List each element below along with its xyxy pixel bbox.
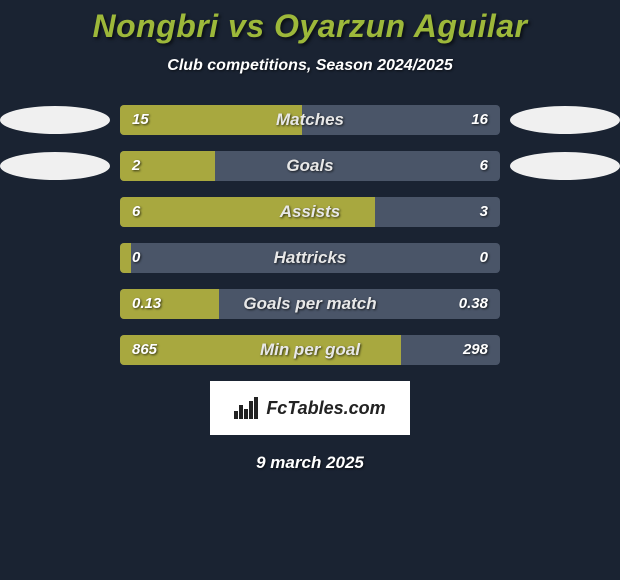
stat-bar: 6Assists3 bbox=[120, 197, 500, 227]
logo-text: FcTables.com bbox=[266, 398, 385, 419]
value-right: 3 bbox=[480, 197, 488, 227]
stat-row: 865Min per goal298 bbox=[0, 335, 620, 365]
player-right-ellipse bbox=[510, 152, 620, 180]
stat-bar: 15Matches16 bbox=[120, 105, 500, 135]
stat-row: 6Assists3 bbox=[0, 197, 620, 227]
stat-row: 2Goals6 bbox=[0, 151, 620, 181]
player-left-ellipse bbox=[0, 106, 110, 134]
page-title: Nongbri vs Oyarzun Aguilar bbox=[0, 8, 620, 45]
value-right: 6 bbox=[480, 151, 488, 181]
stat-row: 0Hattricks0 bbox=[0, 243, 620, 273]
source-logo: FcTables.com bbox=[210, 381, 410, 435]
stat-bar: 2Goals6 bbox=[120, 151, 500, 181]
stat-label: Goals per match bbox=[120, 289, 500, 319]
stat-bar: 0Hattricks0 bbox=[120, 243, 500, 273]
stat-bar: 0.13Goals per match0.38 bbox=[120, 289, 500, 319]
value-right: 0 bbox=[480, 243, 488, 273]
stat-label: Assists bbox=[120, 197, 500, 227]
bar-chart-icon bbox=[234, 397, 260, 419]
stat-row: 15Matches16 bbox=[0, 105, 620, 135]
player-left-ellipse bbox=[0, 152, 110, 180]
player-right-ellipse bbox=[510, 106, 620, 134]
stat-label: Goals bbox=[120, 151, 500, 181]
stat-row: 0.13Goals per match0.38 bbox=[0, 289, 620, 319]
stat-label: Min per goal bbox=[120, 335, 500, 365]
comparison-chart: 15Matches162Goals66Assists30Hattricks00.… bbox=[0, 105, 620, 365]
stat-label: Matches bbox=[120, 105, 500, 135]
stat-bar: 865Min per goal298 bbox=[120, 335, 500, 365]
value-right: 0.38 bbox=[459, 289, 488, 319]
stat-label: Hattricks bbox=[120, 243, 500, 273]
value-right: 16 bbox=[471, 105, 488, 135]
page-subtitle: Club competitions, Season 2024/2025 bbox=[0, 57, 620, 75]
date-label: 9 march 2025 bbox=[0, 453, 620, 473]
value-right: 298 bbox=[463, 335, 488, 365]
